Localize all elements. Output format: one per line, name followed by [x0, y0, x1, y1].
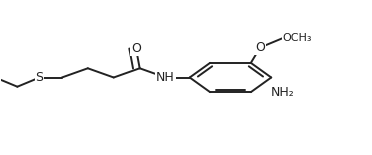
Text: NH: NH — [156, 71, 175, 84]
Text: O: O — [255, 41, 265, 54]
Text: O: O — [131, 42, 141, 55]
Text: S: S — [36, 71, 44, 84]
Text: OCH₃: OCH₃ — [282, 33, 312, 43]
Text: NH₂: NH₂ — [271, 86, 295, 99]
